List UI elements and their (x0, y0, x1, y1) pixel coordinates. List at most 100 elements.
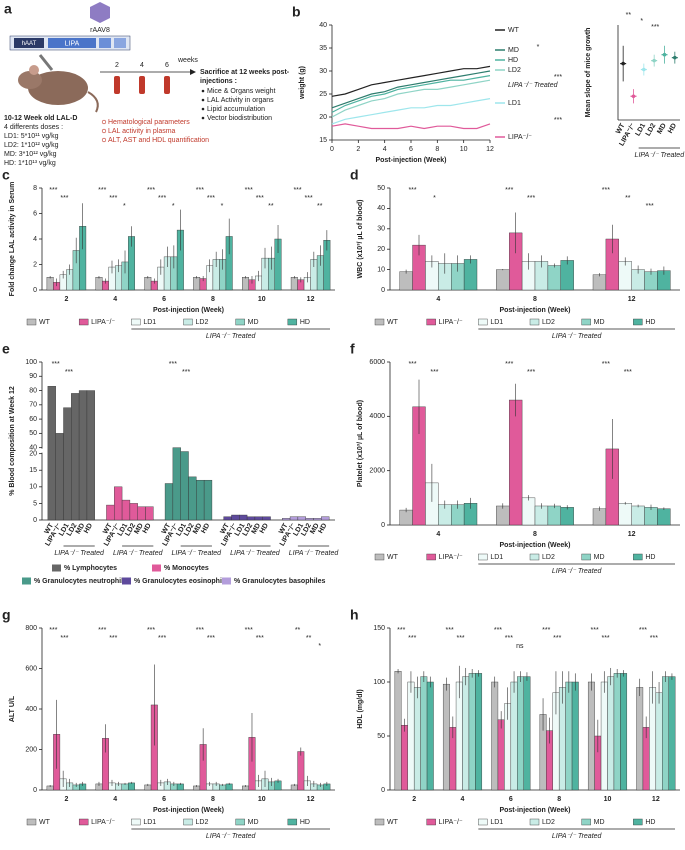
bar (426, 681, 434, 791)
bar (509, 399, 523, 526)
legend-swatch (374, 318, 385, 326)
legend-swatch (235, 818, 245, 826)
significance: *** (430, 369, 438, 376)
legend-label: LIPA⁻/⁻ (508, 134, 532, 141)
x-tick-label: 10 (258, 296, 266, 303)
significance: *** (98, 187, 106, 194)
bar (144, 277, 152, 291)
legend-label: LIPA⁻/⁻ (91, 819, 115, 826)
bar (399, 509, 413, 526)
bullet (201, 89, 205, 93)
bar (560, 260, 574, 291)
group-label: HD (142, 522, 153, 534)
legend-swatch (26, 818, 37, 826)
y-tick-label: 20 (319, 114, 327, 121)
bar (63, 407, 72, 521)
bar (193, 277, 201, 291)
significance: * (318, 643, 321, 650)
significance: *** (52, 361, 60, 368)
significance: *** (245, 627, 253, 634)
x-tick-label: 6 (409, 146, 413, 153)
bullet (201, 116, 205, 120)
significance: *** (554, 74, 562, 81)
bar (607, 676, 615, 791)
group-label: MD (192, 522, 204, 535)
x-tick-label: LD2 (645, 122, 658, 137)
bar (631, 505, 645, 526)
significance: *** (49, 627, 57, 634)
bar (86, 390, 95, 521)
legend-label: HD (300, 319, 310, 326)
bar (463, 259, 478, 291)
legend-swatch (478, 553, 488, 561)
legend-swatch (581, 553, 591, 561)
x-tick-label: 8 (557, 796, 561, 803)
legend-swatch (152, 564, 161, 572)
y-tick-label: 35 (319, 45, 327, 52)
y-axis-label: Fold change LAL activity in Serum (9, 182, 16, 297)
promoter-box (14, 38, 44, 48)
treated-label: LIPA⁻/⁻ Treated (172, 550, 223, 557)
x-tick-label: 2 (356, 146, 360, 153)
bar (239, 514, 248, 521)
legend-swatch (78, 818, 89, 826)
legend-swatch (52, 564, 61, 572)
x-axis-label: Post-injection (Week) (499, 807, 570, 814)
significance: *** (60, 635, 68, 642)
y-tick-label: 10 (29, 484, 37, 491)
significance: *** (650, 635, 658, 642)
significance: ** (317, 203, 323, 210)
bar (587, 681, 595, 791)
sacrifice-item: Lipid accumulation (207, 106, 265, 113)
legend-label: MD (594, 819, 605, 826)
legend-swatch (235, 318, 245, 326)
element-box (99, 38, 111, 48)
y-tick-label: 10 (377, 266, 385, 273)
legend-swatch (131, 818, 141, 826)
y-tick-label: 2000 (369, 468, 385, 475)
bar (172, 447, 181, 521)
legend-label: % Granulocytes eosinophils (134, 578, 228, 585)
legend-swatch (374, 553, 385, 561)
x-tick-label: MD (656, 122, 668, 135)
y-tick-label: 80 (29, 387, 37, 394)
treated-label: LIPA⁻/⁻ Treated (54, 550, 105, 557)
bar (571, 681, 579, 791)
timeline-unit: weeks (177, 57, 198, 64)
x-tick-label: 12 (307, 796, 315, 803)
legend-label: LD2 (196, 819, 209, 826)
bar (121, 499, 131, 521)
significance: * (221, 203, 224, 210)
y-tick-label: 0 (33, 517, 37, 524)
bar (297, 751, 305, 791)
bar (407, 681, 415, 791)
legend-label: LD2 (542, 819, 555, 826)
panel-label: c (2, 167, 10, 183)
series-line (331, 75, 491, 113)
legend-label: WT (387, 819, 399, 826)
panel-a: a rAAV8 hAAT LIPA 2 4 6 weeks Sacrifice … (4, 1, 290, 167)
x-tick-label: 8 (435, 146, 439, 153)
mouse-body (28, 71, 88, 105)
legend-swatch (529, 818, 540, 826)
x-tick-label: 8 (211, 796, 215, 803)
y-tick-label: 40 (29, 444, 37, 451)
significance: *** (196, 187, 204, 194)
legend-label: % Granulocytes neutrophils (34, 578, 127, 585)
panel-label: b (292, 4, 301, 20)
y-tick-label: 25 (319, 91, 327, 98)
bar (231, 514, 240, 521)
legend-label: LD2 (542, 554, 555, 561)
blood-tube (164, 76, 170, 94)
legend-label: LD1 (490, 319, 503, 326)
bar (399, 271, 413, 291)
bar (618, 261, 632, 291)
y-axis-label: weight (g) (299, 66, 306, 100)
legend-swatch (581, 818, 591, 826)
bar (289, 516, 299, 521)
significance: *** (245, 187, 253, 194)
y-axis-label: Mean slope of mice growth (585, 28, 592, 118)
bar (401, 725, 408, 791)
treated-label: LIPA⁻/⁻ Treated (289, 550, 340, 557)
y-tick-label: 15 (319, 137, 327, 144)
